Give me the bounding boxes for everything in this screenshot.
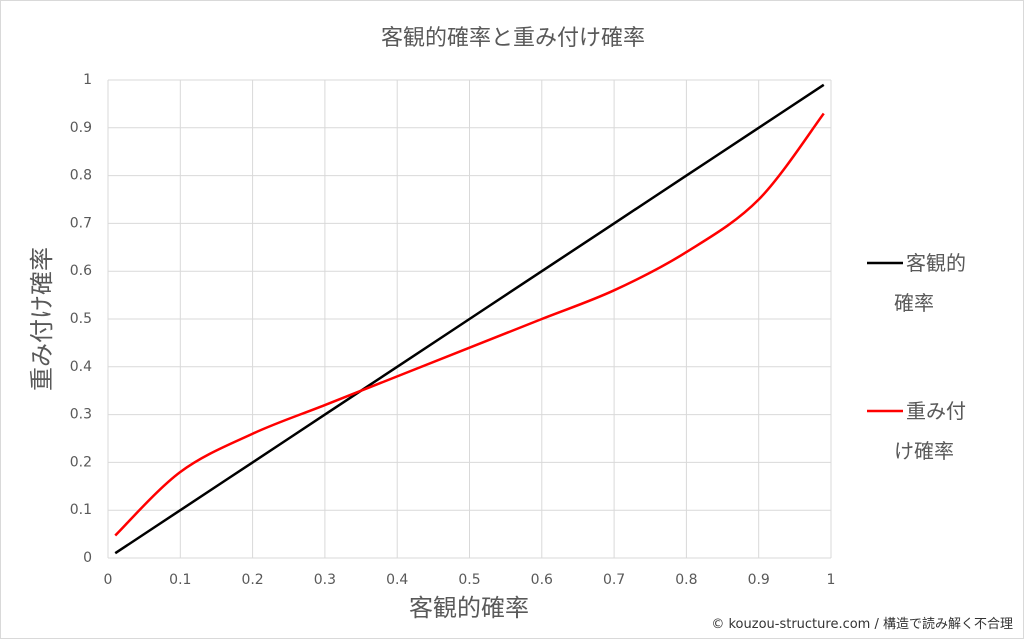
credit: © kouzou-structure.com / 構造で読み解く不合理 [711,617,1013,632]
legend-label: 客観的確率 [894,251,966,315]
y-tick-label: 0.6 [70,263,92,279]
x-tick-label: 0.3 [314,572,336,588]
x-tick-label: 0.8 [675,572,697,588]
x-tick-label: 0 [104,572,113,588]
y-tick-label: 0.3 [70,407,92,423]
chart-title: 客観的確率と重み付け確率 [381,26,645,51]
x-axis-label: 客観的確率 [409,594,529,622]
y-tick-label: 0.4 [70,359,92,375]
x-tick-label: 0.9 [748,572,770,588]
x-tick-label: 0.1 [169,572,191,588]
y-tick-label: 0 [83,550,92,566]
y-tick-label: 0.9 [70,120,92,136]
x-tick-label: 0.6 [531,572,553,588]
y-tick-label: 0.8 [70,168,92,184]
x-tick-label: 1 [827,572,836,588]
y-tick-label: 0.2 [70,454,92,470]
series-line [114,83,825,555]
x-tick-label: 0.4 [386,572,408,588]
legend-label: 重み付け確率 [894,399,966,463]
y-axis-label: 重み付け確率 [28,247,56,391]
y-tick-label: 0.7 [70,215,92,231]
y-tick-label: 1 [83,72,92,88]
x-tick-label: 0.5 [458,572,480,588]
x-tick-label: 0.2 [241,572,263,588]
series-line [114,112,825,537]
y-tick-label: 0.1 [70,502,92,518]
y-tick-label: 0.5 [70,311,92,327]
x-tick-label: 0.7 [603,572,625,588]
